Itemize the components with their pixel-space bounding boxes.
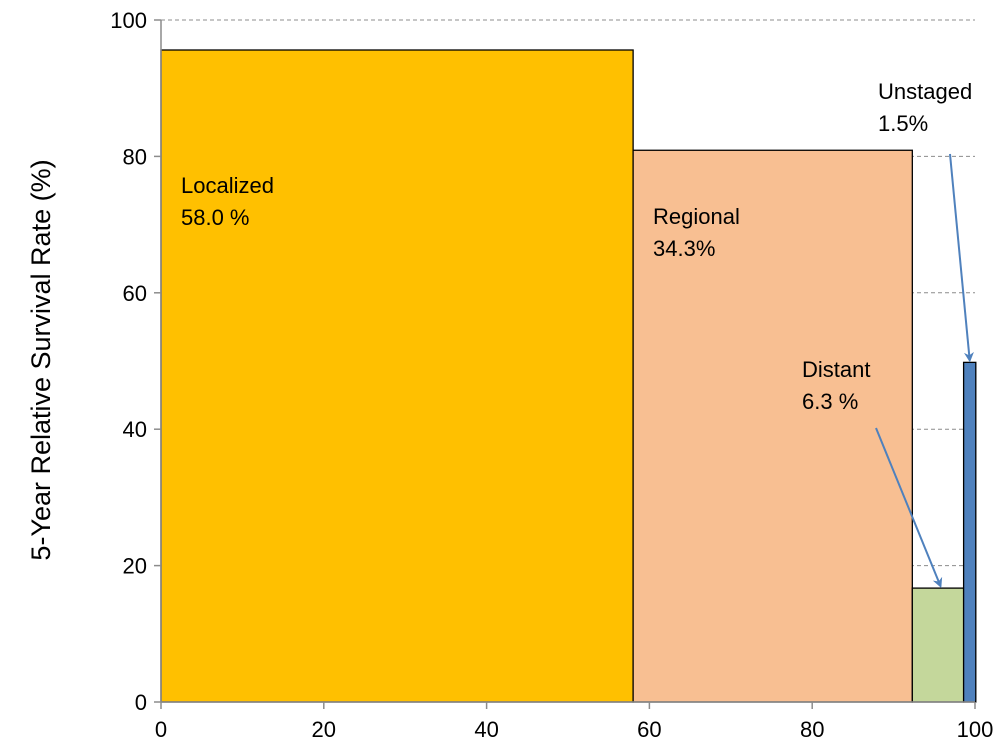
label-distant: Distant: [802, 357, 870, 382]
arrow-distant: [875, 427, 943, 588]
arrow-unstaged: [949, 153, 974, 363]
bar-localized: [160, 49, 634, 703]
x-tick-label: 0: [155, 717, 167, 742]
y-tick-label: 40: [123, 417, 147, 442]
y-tick-label: 20: [123, 554, 147, 579]
y-axis-label: 5-Year Relative Survival Rate (%): [26, 159, 56, 560]
x-tick-label: 100: [957, 717, 994, 742]
y-tick-label: 100: [110, 8, 147, 33]
y-tick-label: 60: [123, 281, 147, 306]
bar-regional: [632, 149, 913, 703]
x-tick-label: 40: [474, 717, 498, 742]
y-tick-label: 0: [135, 690, 147, 715]
y-tick-label: 80: [123, 144, 147, 169]
x-tick-label: 60: [637, 717, 661, 742]
axes: 0 20 40 60 80 100 0 20 40 60 80 100: [110, 8, 993, 742]
bar-unstaged: [962, 361, 977, 703]
x-tick-label: 20: [312, 717, 336, 742]
label-unstaged-share: 1.5%: [878, 111, 928, 136]
label-unstaged: Unstaged: [878, 79, 972, 104]
bars: [160, 49, 977, 703]
bar-distant: [911, 587, 965, 703]
label-regional-share: 34.3%: [653, 236, 715, 261]
annotations: Localized 58.0 % Regional 34.3% Distant 6.3 %…: [181, 79, 974, 588]
label-localized-share: 58.0 %: [181, 205, 250, 230]
label-regional: Regional: [653, 204, 740, 229]
label-localized: Localized: [181, 173, 274, 198]
x-tick-label: 80: [800, 717, 824, 742]
label-distant-share: 6.3 %: [802, 389, 858, 414]
